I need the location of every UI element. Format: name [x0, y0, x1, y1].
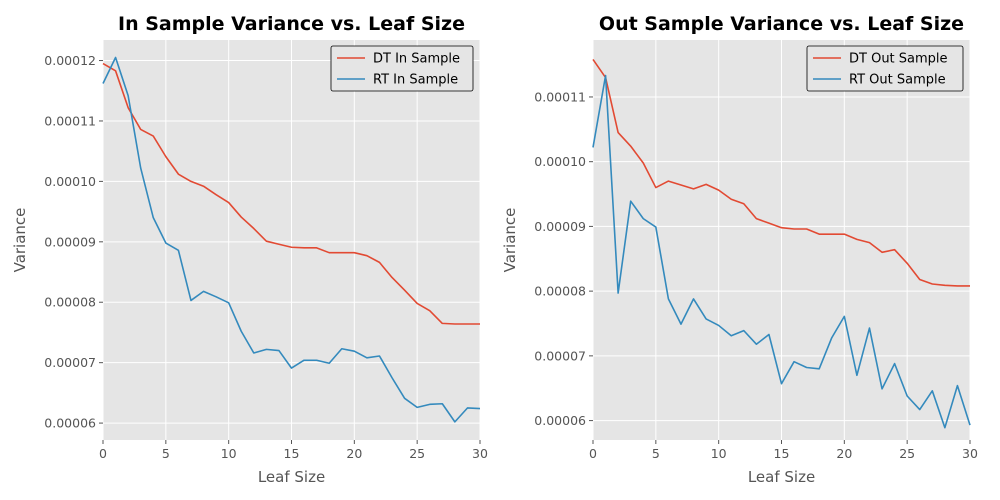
out-sample-x-axis-label: Leaf Size [748, 468, 815, 486]
in-sample-x-tick-label: 25 [409, 446, 425, 461]
out-sample-x-tick-label: 0 [589, 446, 597, 461]
in-sample-y-tick-label: 0.00008 [44, 295, 96, 310]
in-sample-legend-box [330, 45, 474, 92]
out-sample-y-tick-label: 0.00011 [534, 89, 586, 104]
out-sample-legend-box [806, 45, 964, 92]
in-sample-grid [102, 40, 481, 440]
out-sample-y-tick-label: 0.00010 [534, 154, 586, 169]
series-line-rt-out-sample [592, 74, 971, 429]
in-sample-y-tick-label: 0.00010 [44, 174, 96, 189]
out-sample-x-tick-label: 20 [836, 446, 852, 461]
out-sample-x-tick-label: 10 [711, 446, 727, 461]
in-sample-y-tick-label: 0.00012 [44, 53, 96, 68]
legend-label-dt-in-sample: DT In Sample [373, 52, 460, 67]
out-sample-series [592, 58, 971, 429]
out-sample-x-ticks: 0 5 10 15 20 25 30 [589, 440, 978, 461]
out-sample-y-axis-label: Variance [501, 208, 519, 273]
in-sample-x-tick-label: 5 [162, 446, 170, 461]
in-sample-x-axis-label: Leaf Size [258, 468, 325, 486]
in-sample-x-ticks: 0 5 10 15 20 25 30 [99, 440, 488, 461]
in-sample-y-tick-label: 0.00007 [44, 355, 96, 370]
in-sample-x-tick-label: 0 [99, 446, 107, 461]
series-line-rt-in-sample [102, 56, 481, 423]
in-sample-y-axis-label: Variance [11, 208, 29, 273]
in-sample-chart-title: In Sample Variance vs. Leaf Size [118, 13, 465, 35]
legend-label-rt-out-sample: RT Out Sample [849, 73, 946, 88]
in-sample-x-tick-label: 20 [346, 446, 362, 461]
out-sample-chart-title: Out Sample Variance vs. Leaf Size [599, 13, 964, 35]
in-sample-y-ticks: 0.00006 0.00007 0.00008 0.00009 0.00010 0.000… [44, 53, 103, 431]
out-sample-y-ticks: 0.00006 0.00007 0.00008 0.00009 0.00010 0.000… [534, 89, 593, 428]
in-sample-chart: 0 5 10 15 20 25 30 0.000060.000070.000080.0000… [11, 13, 488, 486]
out-sample-legend: DT Out Sample RT Out Sample [806, 45, 964, 92]
legend-label-dt-out-sample: DT Out Sample [849, 52, 948, 67]
in-sample-x-tick-label: 10 [221, 446, 237, 461]
out-sample-x-tick-label: 25 [899, 446, 915, 461]
series-line-dt-in-sample [102, 62, 480, 325]
in-sample-x-tick-label: 30 [472, 446, 488, 461]
out-sample-chart: 0 5 10 15 20 25 30 0.000060.000070.000080.0000… [501, 13, 978, 486]
in-sample-legend: DT In Sample RT In Sample [330, 45, 474, 92]
series-line-dt-out-sample [592, 58, 970, 287]
in-sample-series [102, 56, 481, 423]
out-sample-y-tick-label: 0.00008 [534, 284, 586, 299]
out-sample-x-tick-label: 15 [774, 446, 790, 461]
in-sample-y-tick-label: 0.00006 [44, 416, 96, 431]
out-sample-x-tick-label: 30 [962, 446, 978, 461]
out-sample-y-tick-label: 0.00007 [534, 348, 586, 363]
in-sample-x-tick-label: 15 [284, 446, 300, 461]
out-sample-x-tick-label: 5 [652, 446, 660, 461]
out-sample-y-tick-label: 0.00006 [534, 413, 586, 428]
in-sample-y-tick-label: 0.00009 [44, 234, 96, 249]
legend-label-rt-in-sample: RT In Sample [373, 73, 458, 88]
out-sample-y-tick-label: 0.00009 [534, 219, 586, 234]
in-sample-y-tick-label: 0.00011 [44, 113, 96, 128]
